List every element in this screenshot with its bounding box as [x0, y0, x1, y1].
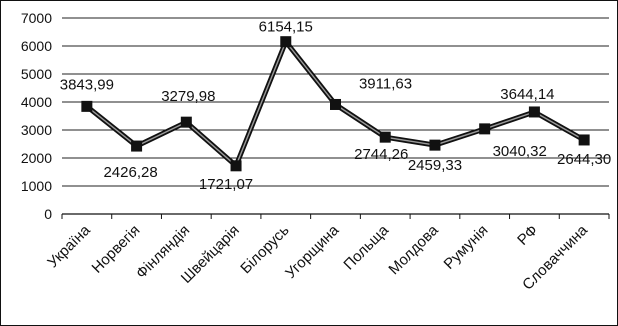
- data-point-marker: [280, 36, 292, 48]
- y-tick-label: 2000: [21, 150, 52, 166]
- data-label: 3911,63: [359, 75, 412, 92]
- data-label: 3279,98: [161, 88, 215, 105]
- y-tick-label: 1000: [21, 178, 52, 194]
- gridlines: [62, 17, 609, 187]
- data-point-marker: [180, 116, 192, 128]
- data-label: 3644,14: [500, 86, 554, 103]
- y-tick-label: 6000: [21, 38, 52, 54]
- data-labels: 3843,99 2426,28 3279,98 1721,07 6154,15 3911,…: [60, 19, 612, 193]
- data-label: 2459,33: [408, 157, 462, 174]
- data-point-marker: [379, 131, 391, 143]
- data-point-marker: [578, 134, 590, 146]
- y-tick-label: 3000: [21, 122, 52, 138]
- y-tick-label: 5000: [21, 66, 52, 82]
- data-point-marker: [330, 98, 341, 110]
- x-category-label: Молдова: [385, 221, 442, 278]
- y-tick-label: 4000: [21, 94, 52, 110]
- data-label: 3040,32: [493, 143, 547, 160]
- data-point-marker: [528, 106, 540, 118]
- data-label: 1721,07: [199, 176, 253, 193]
- data-label: 2426,28: [103, 164, 157, 181]
- series-markers: [81, 36, 590, 172]
- x-axis: [61, 213, 610, 219]
- data-point-marker: [81, 100, 93, 112]
- y-axis-tick-labels: 0 1000 2000 3000 4000 5000 6000 7000: [21, 10, 52, 222]
- data-point-marker: [230, 160, 242, 172]
- data-point-marker: [429, 139, 441, 151]
- data-point-marker: [479, 123, 491, 135]
- y-tick-label: 7000: [21, 10, 52, 26]
- x-category-label: Румунія: [441, 222, 492, 273]
- x-category-label: Угорщина: [282, 221, 343, 282]
- data-label: 2644,30: [557, 151, 611, 168]
- y-tick-label: 0: [44, 206, 52, 222]
- data-label: 2744,26: [354, 146, 408, 163]
- x-category-label: РФ: [514, 222, 541, 249]
- data-label: 6154,15: [259, 19, 313, 36]
- x-category-label: Україна: [44, 221, 94, 271]
- x-axis-category-labels: УкраїнаНорвегіяФінляндіяШвейцаріяБілорус…: [44, 221, 591, 293]
- data-point-marker: [131, 140, 143, 152]
- data-label: 3843,99: [60, 76, 114, 93]
